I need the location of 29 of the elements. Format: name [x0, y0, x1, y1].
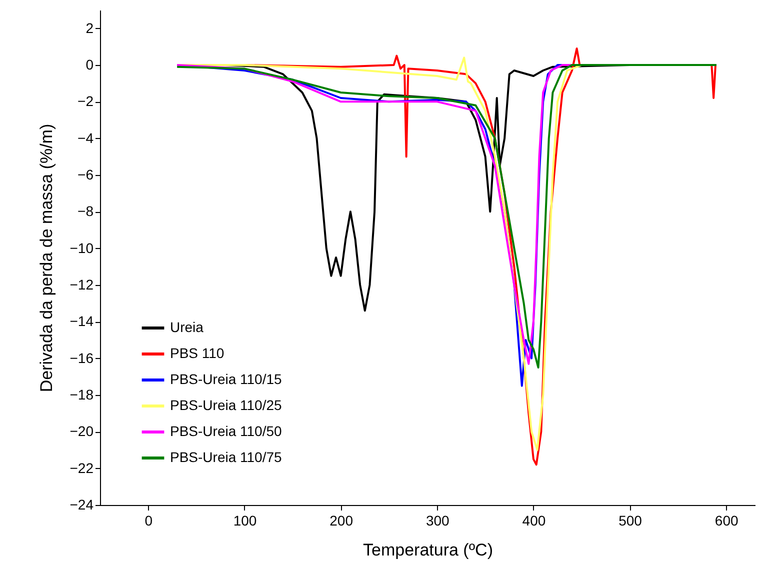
legend-label: Ureia	[170, 319, 204, 335]
x-tick-label: 0	[144, 512, 153, 528]
legend-label: PBS-Ureia 110/25	[170, 397, 282, 413]
x-tick-label: 100	[233, 512, 257, 528]
x-tick-label: 600	[714, 512, 738, 528]
y-tick-label: −4	[78, 130, 94, 146]
y-tick-label: −20	[70, 423, 94, 440]
y-tick-label: −18	[70, 386, 94, 402]
y-tick-label: −6	[78, 166, 94, 182]
y-tick-label: 2	[86, 20, 94, 36]
y-tick-label: −8	[78, 203, 94, 220]
x-axis-title: Temperatura (ºC)	[363, 540, 493, 560]
y-tick-label: −22	[70, 460, 94, 476]
y-tick-label: −10	[70, 240, 94, 256]
y-tick-label: −14	[70, 313, 94, 330]
legend-label: PBS-Ureia 110/50	[170, 423, 282, 439]
legend-label: PBS 110	[170, 345, 224, 361]
y-tick-label: 0	[86, 56, 94, 72]
legend-label: PBS-Ureia 110/15	[170, 371, 282, 387]
x-tick-label: 400	[522, 512, 546, 528]
y-tick-label: −16	[70, 350, 94, 366]
x-tick-label: 300	[426, 512, 450, 528]
x-tick-label: 200	[330, 512, 354, 528]
y-tick-label: −12	[70, 276, 94, 292]
legend-label: PBS-Ureia 110/75	[170, 449, 282, 465]
y-axis-title: Derivada da perda de massa (%/m)	[36, 124, 56, 392]
x-tick-label: 500	[618, 512, 642, 528]
y-tick-label: −2	[78, 93, 94, 110]
y-tick-label: −24	[70, 496, 94, 512]
